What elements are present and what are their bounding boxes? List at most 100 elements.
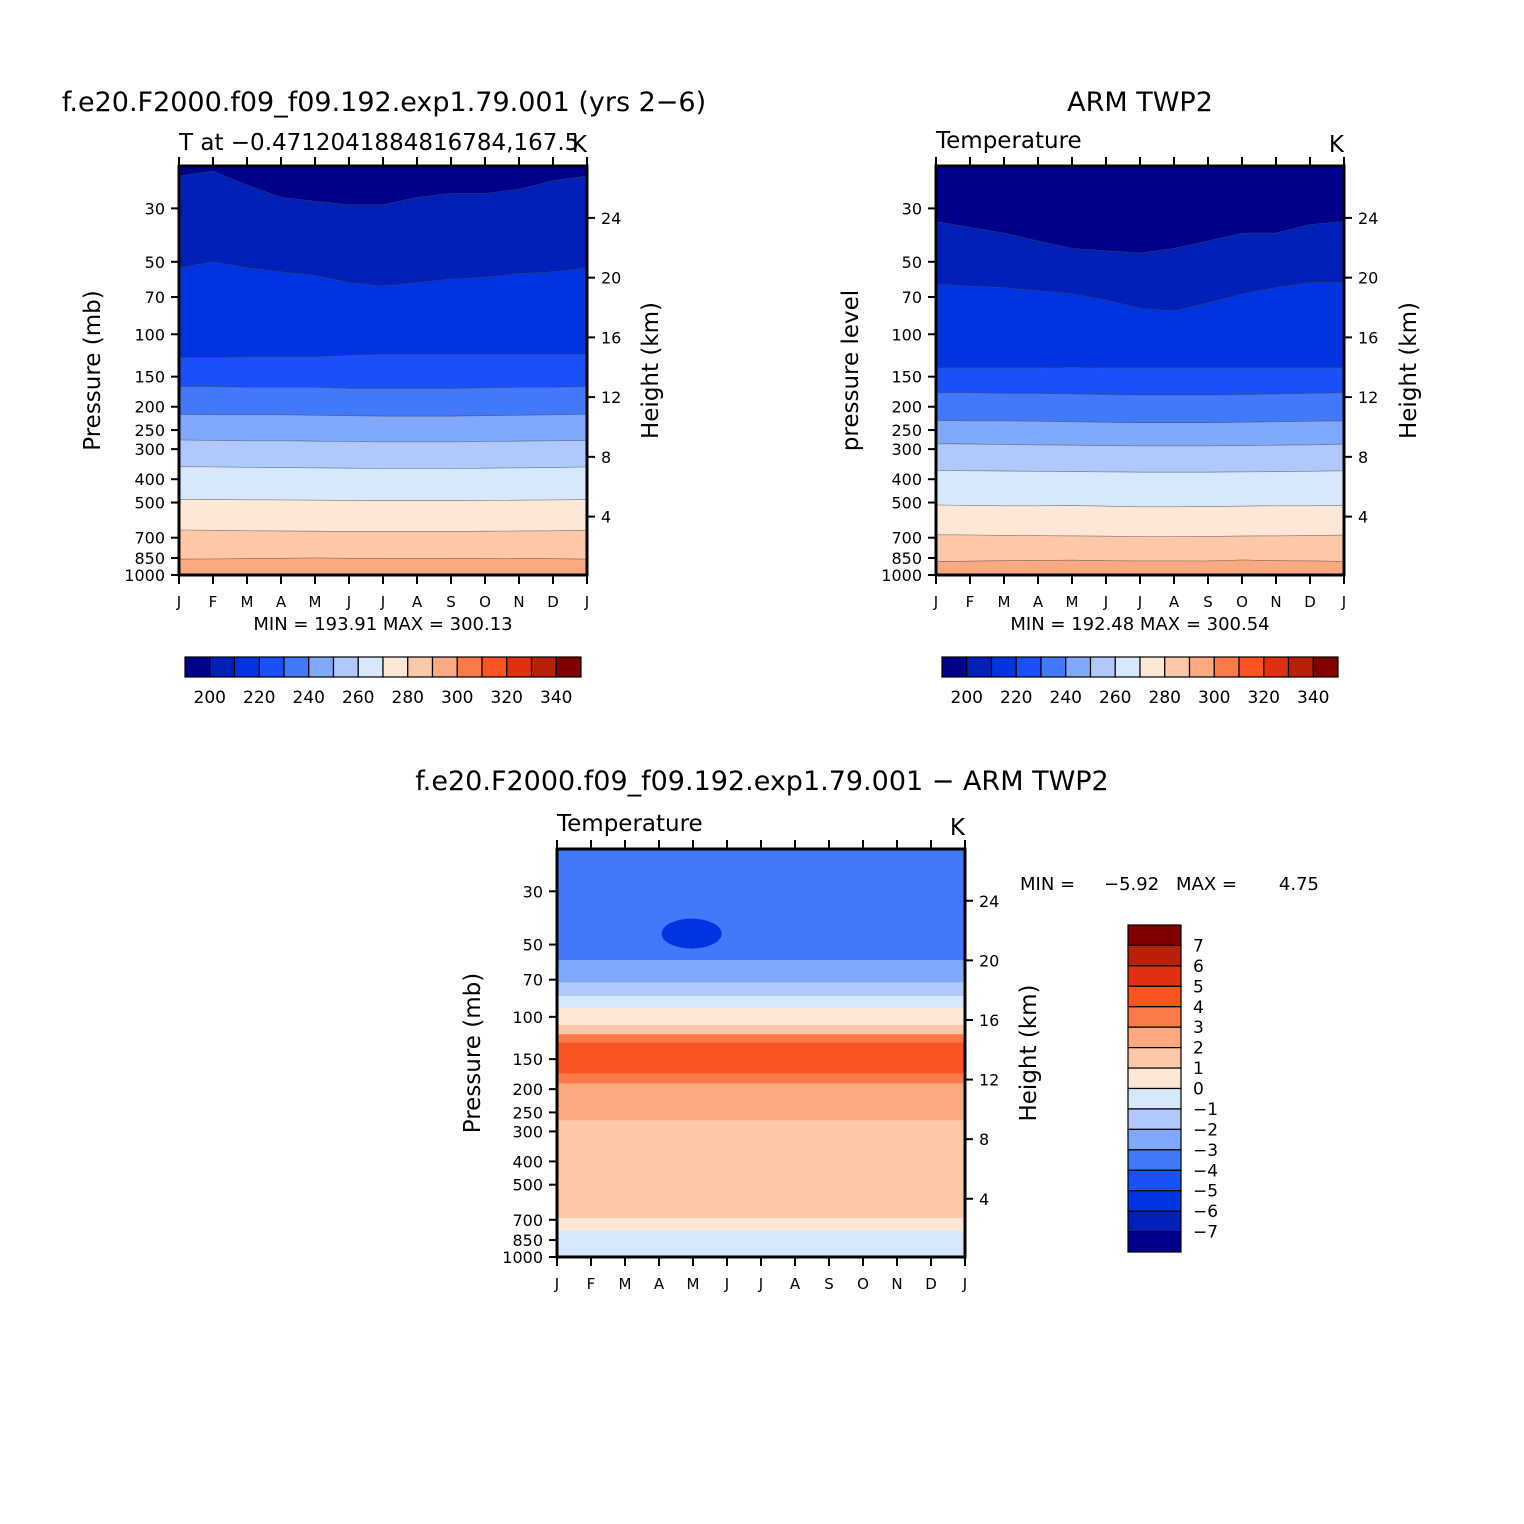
x-tick-label: F bbox=[966, 593, 975, 611]
colorbar-label: −5 bbox=[1193, 1182, 1218, 1202]
contour-patch bbox=[577, 1233, 639, 1256]
colorbar: 200 220 240 260 280 300 320 340 bbox=[941, 656, 1339, 708]
colorbar-label: 2 bbox=[1193, 1039, 1204, 1059]
y-tick-label: 30 bbox=[145, 199, 165, 218]
colorbar-box bbox=[1164, 656, 1191, 678]
y2-tick-label: 16 bbox=[1358, 328, 1378, 347]
colorbar-label: −1 bbox=[1193, 1100, 1218, 1120]
y-tick-label: 850 bbox=[891, 549, 922, 568]
colorbar-box bbox=[1188, 656, 1215, 678]
colorbar-box bbox=[990, 656, 1017, 678]
colorbar-box bbox=[1127, 1087, 1182, 1110]
y2-tick-label: 16 bbox=[979, 1011, 999, 1030]
x-tick-label: M bbox=[687, 1275, 700, 1293]
y2-tick-label: 24 bbox=[1358, 209, 1378, 228]
contour-band bbox=[557, 1008, 965, 1025]
x-tick-label: D bbox=[1304, 593, 1316, 611]
contour-band bbox=[557, 1120, 965, 1219]
x-tick-label: J bbox=[1137, 593, 1142, 611]
y-axis-title: Pressure (mb) bbox=[80, 290, 106, 450]
colorbar-box bbox=[1127, 965, 1182, 987]
colorbar-label: 200 bbox=[194, 688, 226, 708]
colorbar-box bbox=[1089, 656, 1116, 678]
y-tick-label: 250 bbox=[891, 421, 922, 440]
y2-tick-label: 24 bbox=[601, 209, 621, 228]
colorbar-box bbox=[209, 656, 236, 678]
colorbar: 200 220 240 260 280 300 320 340 bbox=[184, 656, 582, 708]
x-tick-label: N bbox=[513, 593, 524, 611]
x-tick-label: M bbox=[309, 593, 322, 611]
colorbar-label: −6 bbox=[1193, 1202, 1218, 1222]
y-tick-label: 300 bbox=[134, 440, 165, 459]
colorbar-box bbox=[1127, 1108, 1182, 1130]
x-tick-label: J bbox=[380, 593, 385, 611]
colorbar-label: 0 bbox=[1193, 1080, 1204, 1100]
x-tick-label: J bbox=[933, 593, 938, 611]
x-tick-label: M bbox=[619, 1275, 632, 1293]
y-tick-label: 250 bbox=[512, 1103, 543, 1122]
x-tick-label: A bbox=[654, 1275, 665, 1293]
y2-tick-label: 8 bbox=[601, 448, 611, 467]
x-tick-label: A bbox=[1169, 593, 1180, 611]
colorbar-box bbox=[1127, 1230, 1182, 1253]
colorbar-box bbox=[431, 656, 458, 678]
y2-tick-label: 4 bbox=[979, 1190, 989, 1209]
colorbar-label: 220 bbox=[243, 688, 275, 708]
y-tick-label: 30 bbox=[523, 882, 543, 901]
colorbar-box bbox=[1312, 656, 1339, 678]
y-tick-label: 250 bbox=[134, 421, 165, 440]
units-label: K bbox=[1329, 132, 1345, 158]
y2-tick-label: 12 bbox=[1358, 388, 1378, 407]
colorbar-label: 240 bbox=[1050, 688, 1082, 708]
y2-tick-label: 12 bbox=[601, 388, 621, 407]
y-tick-label: 400 bbox=[512, 1152, 543, 1171]
colorbar-box bbox=[941, 656, 968, 678]
x-tick-label: J bbox=[1103, 593, 1108, 611]
colorbar-box bbox=[1127, 1026, 1182, 1049]
contour-fill bbox=[557, 849, 965, 1257]
colorbar-box bbox=[1127, 1128, 1182, 1151]
contour-band bbox=[178, 529, 588, 560]
y-axis-title: Pressure (mb) bbox=[460, 973, 486, 1133]
y-tick-label: 100 bbox=[134, 325, 165, 344]
x-tick-label: N bbox=[1270, 593, 1281, 611]
colorbar-box bbox=[1139, 656, 1166, 678]
y2-axis-title: Height (km) bbox=[1016, 984, 1042, 1121]
colorbar-box bbox=[1127, 1006, 1182, 1028]
chart-title: f.e20.F2000.f09_f09.192.exp1.79.001 − AR… bbox=[415, 766, 1108, 797]
y-tick-label: 50 bbox=[145, 253, 165, 272]
colorbar-box bbox=[407, 656, 434, 678]
colorbar-label: 3 bbox=[1193, 1018, 1204, 1038]
y-tick-label: 70 bbox=[902, 288, 922, 307]
x-tick-label: S bbox=[446, 593, 456, 611]
x-tick-label: F bbox=[209, 593, 218, 611]
y-tick-label: 150 bbox=[134, 368, 165, 387]
x-tick-label: J bbox=[346, 593, 351, 611]
colorbar-label: 7 bbox=[1193, 936, 1204, 956]
colorbar-box bbox=[1127, 944, 1182, 967]
contour-fill bbox=[935, 165, 1345, 576]
chart-title: f.e20.F2000.f09_f09.192.exp1.79.001 (yrs… bbox=[62, 87, 706, 118]
y-tick-label: 300 bbox=[512, 1122, 543, 1141]
y-tick-label: 200 bbox=[134, 398, 165, 417]
contour-band bbox=[178, 439, 588, 469]
y-tick-label: 300 bbox=[891, 440, 922, 459]
chart-subtitle: Temperature bbox=[556, 811, 703, 837]
x-tick-label: O bbox=[479, 593, 491, 611]
x-tick-label: J bbox=[724, 1275, 729, 1293]
x-tick-label: M bbox=[998, 593, 1011, 611]
contour-band bbox=[557, 1042, 965, 1074]
y-tick-label: 700 bbox=[512, 1211, 543, 1230]
y-tick-label: 500 bbox=[512, 1176, 543, 1195]
y2-tick-label: 20 bbox=[1358, 269, 1378, 288]
chart-subtitle: T at −0.4712041884816784,167.5 bbox=[178, 130, 579, 156]
x-tick-label: A bbox=[276, 593, 287, 611]
x-tick-label: J bbox=[584, 593, 589, 611]
colorbar-box bbox=[530, 656, 557, 678]
x-tick-label: M bbox=[241, 593, 254, 611]
contour-band bbox=[935, 534, 1345, 562]
